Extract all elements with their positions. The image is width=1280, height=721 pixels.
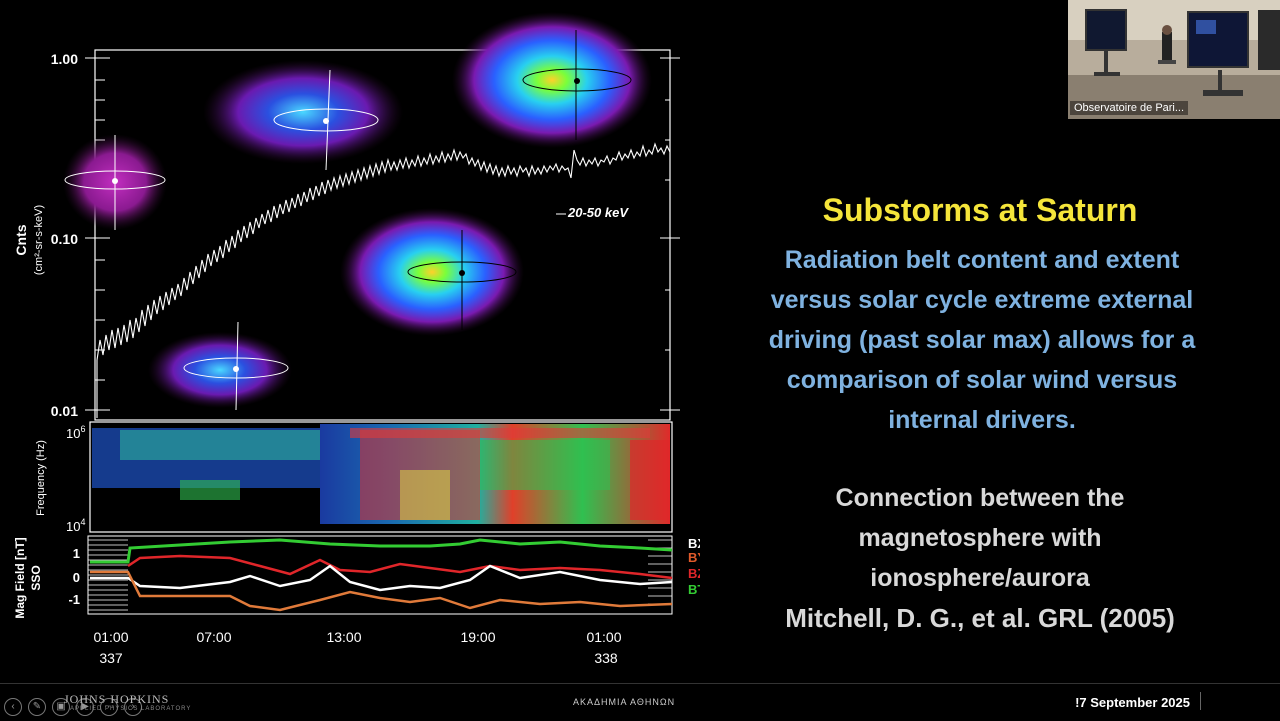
figure-canvas: 1.00 0.10 0.01 Cnts (cm²-sr-s-keV) 20-50…	[13, 12, 700, 666]
body-line: versus solar cycle extreme external	[770, 286, 1194, 314]
image-icon[interactable]: ▣	[52, 698, 70, 716]
spectrogram-ytick-bottom: 104	[66, 517, 85, 534]
citation: Mitchell, D. G., et al. GRL (2005)	[785, 603, 1175, 633]
pen-icon[interactable]: ✎	[28, 698, 46, 716]
distribution-blob-3	[452, 12, 652, 148]
top-ylabel-unit: (cm²-sr-s-keV)	[33, 205, 45, 275]
top-ytick-2: 0.10	[51, 231, 78, 247]
slide-connection: Connection between the magnetosphere wit…	[730, 478, 1230, 638]
bz-trace	[127, 554, 673, 580]
forward-icon[interactable]: ›	[124, 698, 142, 716]
day-label-1: 337	[99, 650, 123, 666]
legend-bx: BX	[688, 536, 700, 551]
top-ytick-1: 1.00	[51, 51, 78, 67]
webcam-feed[interactable]	[1068, 0, 1280, 119]
more-icon[interactable]: ⋯	[100, 698, 118, 716]
connection-line: magnetosphere with	[858, 524, 1102, 552]
xtick-1: 01:00	[93, 629, 128, 645]
mag-ytick-2: 0	[73, 570, 80, 585]
count-trace	[96, 142, 671, 361]
mag-ylabel-2: SSO	[29, 565, 43, 590]
webcam-label: Observatoire de Pari...	[1070, 101, 1189, 115]
webcam-scene	[1068, 0, 1280, 119]
distribution-blob-4	[340, 208, 524, 336]
xtick-3: 13:00	[326, 629, 361, 645]
body-line: internal drivers.	[888, 406, 1076, 434]
by-trace	[90, 570, 673, 612]
mag-ytick-3: -1	[68, 592, 80, 607]
mag-ylabel-1: Mag Field [nT]	[13, 537, 27, 618]
xtick-2: 07:00	[196, 629, 231, 645]
energy-label: 20-50 keV	[567, 205, 629, 220]
distribution-blob-2	[203, 60, 403, 171]
connection-line: ionosphere/aurora	[870, 564, 1090, 592]
distribution-blob-1	[63, 134, 167, 230]
body-line: Radiation belt content and extent	[784, 246, 1180, 274]
presentation-toolbar: ‹ ✎ ▣ ▶ ⋯ ›	[4, 698, 142, 716]
mag-ytick-1: 1	[73, 546, 80, 561]
top-panel-frame	[94, 49, 671, 421]
top-ytick-3: 0.01	[51, 403, 78, 419]
bx-trace	[90, 564, 673, 592]
spectrogram	[92, 424, 670, 524]
slide-date: !7 September 2025	[1075, 695, 1190, 710]
slide-title: Substorms at Saturn	[822, 192, 1138, 228]
video-icon[interactable]: ▶	[76, 698, 94, 716]
slide-footer	[0, 683, 1280, 721]
top-ylabel-main: Cnts	[13, 224, 29, 255]
legend-bz: BZ	[688, 566, 700, 581]
day-label-2: 338	[594, 650, 618, 666]
slide-body: Radiation belt content and extent versus…	[722, 240, 1242, 440]
xtick-5: 01:00	[586, 629, 621, 645]
johns-hopkins-logo: JOHNS HOPKINS	[64, 692, 170, 706]
btot-trace	[90, 538, 673, 564]
footer-divider	[1200, 692, 1201, 710]
legend-by: BY	[688, 550, 700, 565]
body-line: comparison of solar wind versus	[786, 366, 1178, 394]
substorm-figure: 1.00 0.10 0.01 Cnts (cm²-sr-s-keV) 20-50…	[13, 12, 700, 666]
legend-btot: BTOT	[688, 582, 700, 597]
connection-line: Connection between the	[835, 484, 1125, 512]
spectrogram-ylabel: Frequency (Hz)	[35, 440, 47, 516]
spectrogram-ytick-top: 106	[66, 424, 85, 441]
academy-of-athens-logo: ΑΚΑΔΗΜΙΑ ΑΘΗΝΩΝ	[573, 697, 676, 707]
johns-hopkins-sub: APPLIED PHYSICS LABORATORY	[70, 706, 192, 712]
back-icon[interactable]: ‹	[4, 698, 22, 716]
distribution-blob-5	[148, 321, 292, 411]
body-line: driving (past solar max) allows for a	[768, 326, 1196, 354]
xtick-4: 19:00	[460, 629, 495, 645]
